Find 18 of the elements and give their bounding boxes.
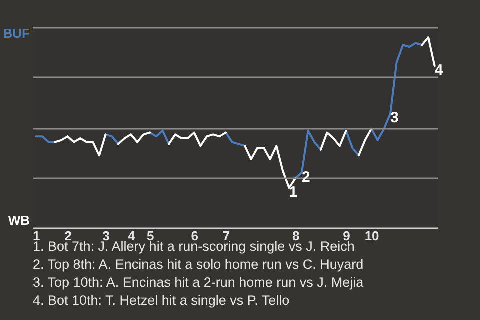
text: WB	[8, 213, 30, 228]
annotation: 3	[390, 110, 399, 127]
x-tick-label: 9	[343, 228, 350, 244]
annotation: 1	[289, 184, 298, 201]
x-tick-label: 5	[146, 228, 154, 244]
x-tick-label: 2	[64, 228, 72, 244]
text: 3. Top 10th: A. Encinas hit a 2-run home run vs J. Mejia	[33, 274, 364, 292]
x-tick-label: 3	[102, 228, 110, 244]
text: BUF	[3, 26, 30, 41]
annotation: 4	[434, 62, 444, 80]
x-tick-label: 4	[128, 228, 136, 244]
x-tick-label: 7	[222, 228, 230, 244]
x-tick-label: 8	[292, 228, 300, 244]
x-tick-label: 10	[364, 228, 380, 244]
text: 4. Bot 10th: T. Hetzel hit a single vs P. Tello	[33, 292, 291, 310]
x-tick-label: 6	[191, 228, 198, 244]
annotation: 2	[302, 168, 310, 186]
text: 2. Top 8th: A. Encinas hit a solo home run vs C. Huyard	[33, 256, 364, 274]
